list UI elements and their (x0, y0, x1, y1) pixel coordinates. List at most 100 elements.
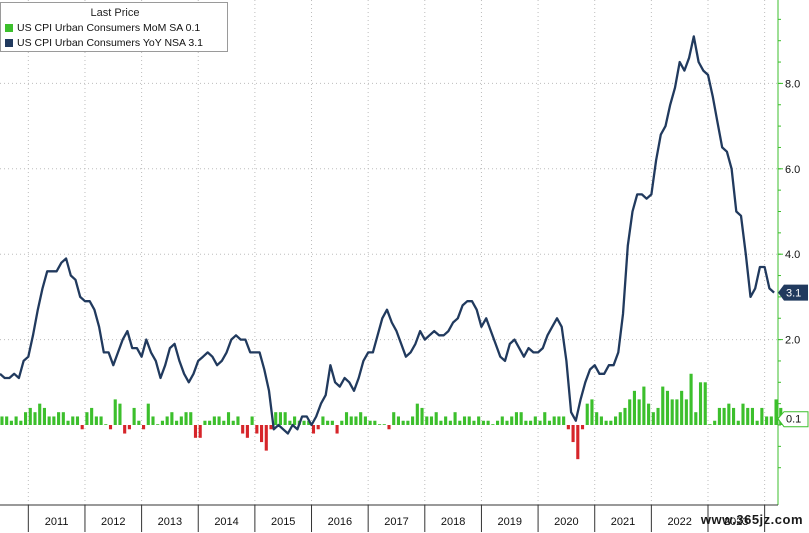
mom-bar (736, 420, 740, 425)
x-tick-label: 2018 (441, 516, 465, 528)
mom-bar (193, 425, 198, 438)
x-tick-label: 2017 (384, 516, 408, 528)
mom-bar (429, 416, 434, 425)
mom-bar (330, 420, 334, 425)
mom-bar (533, 416, 537, 425)
mom-bar (543, 412, 547, 425)
mom-bar (42, 407, 46, 425)
mom-bar (444, 416, 448, 425)
mom-bar (732, 407, 736, 425)
mom-bar (335, 425, 339, 434)
mom-bar (604, 420, 608, 425)
mom-bar (104, 424, 108, 425)
mom-bar (656, 407, 660, 425)
mom-bar (184, 412, 188, 425)
mom-bar (760, 407, 764, 425)
mom-bar (94, 416, 98, 425)
mom-bar (491, 424, 495, 425)
mom-bar (472, 420, 476, 425)
mom-bar (165, 416, 169, 425)
mom-bar (680, 390, 684, 425)
mom-bar (203, 420, 207, 425)
mom-bar (61, 412, 65, 425)
mom-bar (137, 420, 141, 425)
mom-bar (33, 412, 37, 425)
legend-item-mom: US CPI Urban Consumers MoM SA 0.1 (5, 22, 200, 34)
mom-bar (703, 382, 707, 425)
mom-bar (217, 416, 221, 425)
mom-bar (434, 412, 438, 425)
mom-bar (609, 420, 613, 425)
mom-bar (467, 416, 471, 425)
mom-bar (255, 425, 259, 434)
mom-bar (326, 420, 330, 425)
mom-bar (151, 416, 155, 425)
mom-bar (505, 420, 509, 425)
yoy-last-value: 3.1 (786, 288, 801, 300)
mom-bar (618, 412, 622, 425)
mom-bar (66, 420, 70, 425)
mom-bar (387, 425, 391, 430)
mom-bar (661, 386, 665, 425)
mom-bar (222, 420, 226, 425)
mom-bar (146, 403, 150, 425)
mom-bar (415, 403, 419, 425)
gridlines (0, 0, 778, 505)
legend-swatch-yoy (5, 39, 13, 47)
mom-bar (623, 407, 627, 425)
mom-bar (344, 412, 349, 425)
mom-bar (250, 416, 254, 425)
mom-bar (557, 416, 561, 425)
mom-bar (595, 412, 599, 425)
mom-bar (14, 416, 18, 425)
mom-bar (684, 399, 688, 425)
mom-bar (566, 425, 570, 430)
mom-bar (675, 399, 679, 425)
yoy-line-layer (0, 35, 775, 435)
mom-bar (288, 420, 292, 425)
mom-bar (90, 407, 94, 425)
mom-bar (486, 420, 490, 425)
mom-bar (245, 425, 249, 438)
mom-bar (349, 416, 353, 425)
mom-bar (274, 412, 278, 425)
mom-bar (156, 424, 160, 425)
mom-bar (108, 425, 113, 430)
mom-bar (755, 420, 759, 425)
mom-bar (198, 425, 202, 438)
mom-bar (651, 412, 655, 425)
mom-bar (698, 382, 703, 425)
mom-bar (538, 420, 542, 425)
mom-bar (208, 420, 212, 425)
mom-bar (189, 412, 193, 425)
legend: Last Price US CPI Urban Consumers MoM SA… (0, 2, 228, 52)
mom-bar (340, 420, 344, 425)
mom-bar (420, 407, 424, 425)
mom-bar (765, 416, 769, 425)
yoy-line (0, 35, 775, 435)
x-tick-label: 2012 (101, 516, 125, 528)
mom-bar (746, 407, 750, 425)
mom-bar (368, 420, 372, 425)
mom-bar (354, 416, 358, 425)
mom-bar (524, 420, 528, 425)
x-tick-label: 2013 (158, 516, 182, 528)
mom-bar (278, 412, 282, 425)
mom-bar (665, 390, 670, 425)
mom-bar (670, 399, 674, 425)
mom-bar (462, 416, 467, 425)
watermark: www.365jz.com (700, 512, 803, 527)
legend-swatch-mom (5, 24, 13, 32)
mom-bar (774, 399, 778, 425)
x-tick-label: 2019 (498, 516, 522, 528)
mom-bar (321, 416, 325, 425)
mom-bar (241, 425, 245, 434)
mom-bar (359, 412, 363, 425)
mom-bar (519, 412, 523, 425)
mom-bar (514, 412, 518, 425)
mom-bar (717, 407, 721, 425)
mom-bar (175, 420, 179, 425)
mom-bar (269, 425, 273, 430)
mom-bar (38, 403, 42, 425)
mom-bar (264, 425, 268, 451)
